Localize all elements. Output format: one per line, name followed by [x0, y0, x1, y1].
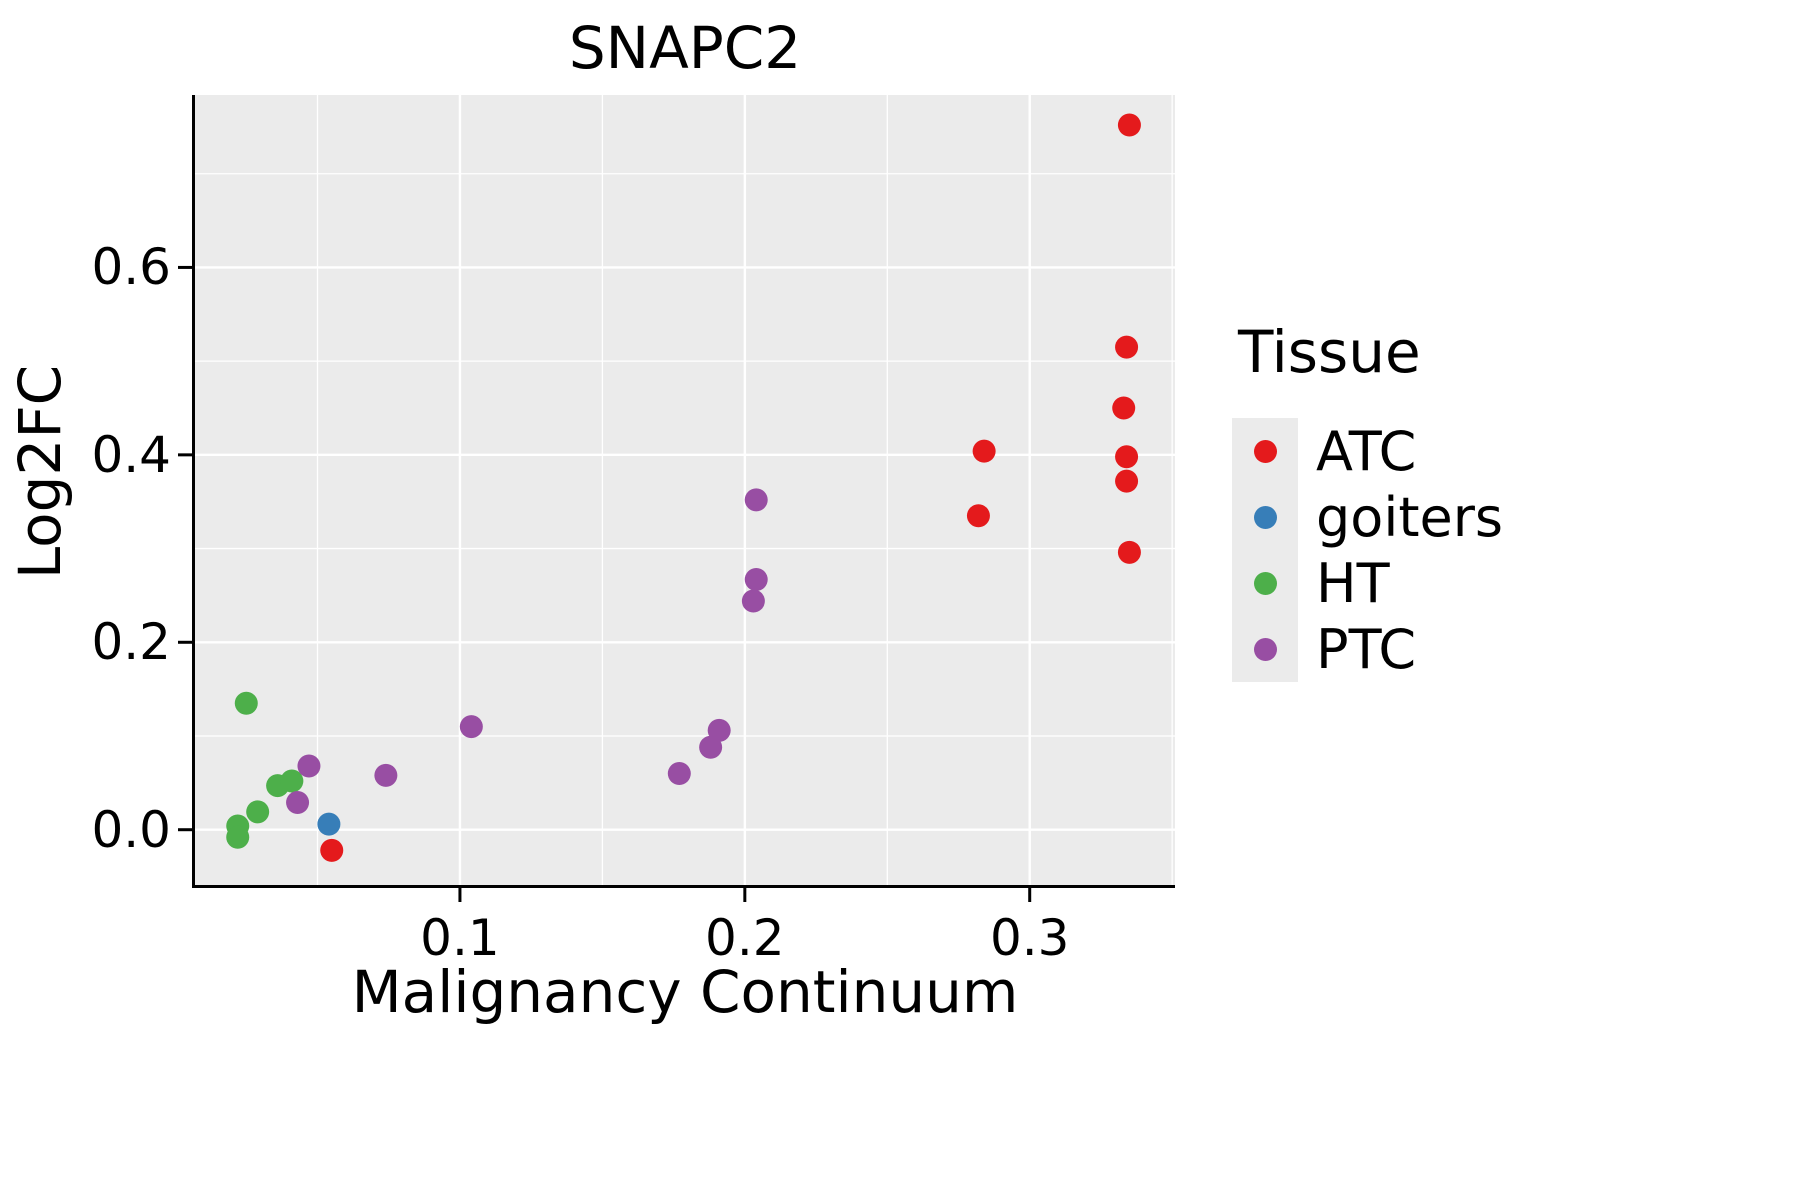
data-point-atc — [1112, 396, 1136, 420]
x-tick-label: 0.1 — [420, 909, 500, 967]
legend-item-goiters: goiters — [1232, 484, 1792, 550]
data-point-atc — [320, 838, 344, 862]
legend-item-ht: HT — [1232, 550, 1792, 616]
data-point-ht — [234, 691, 258, 715]
legend-label-atc: ATC — [1316, 419, 1417, 483]
data-point-ht — [226, 825, 250, 849]
x-tick-label: 0.2 — [705, 909, 785, 967]
data-point-atc — [1117, 540, 1141, 564]
data-point-ptc — [286, 791, 310, 815]
legend-dot-atc-icon — [1253, 439, 1277, 463]
legend-label-ht: HT — [1316, 551, 1390, 615]
data-point-atc — [1117, 113, 1141, 137]
legend-dot-ht-icon — [1253, 571, 1277, 595]
legend-item-atc: ATC — [1232, 418, 1792, 484]
data-point-ptc — [459, 715, 483, 739]
legend-label-goiters: goiters — [1316, 485, 1504, 549]
y-tick-label: 0.0 — [91, 800, 171, 859]
plot-panel — [195, 95, 1175, 885]
y-tick-label: 0.4 — [91, 425, 171, 484]
data-point-goiters — [317, 812, 341, 836]
legend-item-ptc: PTC — [1232, 616, 1792, 682]
legend-key-ptc — [1232, 616, 1298, 682]
data-point-ptc — [374, 763, 398, 787]
legend-dot-goiters-icon — [1253, 505, 1277, 529]
data-point-ptc — [667, 761, 691, 785]
data-point-ptc — [744, 488, 768, 512]
legend: Tissue ATC goiters HT PTC — [1232, 318, 1792, 682]
y-tick-label: 0.2 — [91, 613, 171, 672]
data-point-ptc — [297, 754, 321, 778]
x-tick-label: 0.3 — [989, 909, 1070, 967]
legend-key-atc — [1232, 418, 1298, 484]
data-point-atc — [972, 439, 996, 463]
data-point-atc — [1115, 469, 1139, 493]
chart-title: SNAPC2 — [568, 14, 802, 82]
data-point-ptc — [744, 567, 768, 591]
legend-dot-ptc-icon — [1253, 637, 1277, 661]
legend-label-ptc: PTC — [1316, 617, 1417, 681]
data-point-atc — [1115, 335, 1139, 359]
data-point-ht — [280, 769, 304, 793]
data-point-atc — [1115, 445, 1139, 469]
legend-key-ht — [1232, 550, 1298, 616]
data-point-ptc — [741, 589, 765, 613]
x-axis-label: Malignancy Continuum — [351, 958, 1019, 1026]
y-tick-label: 0.6 — [91, 238, 171, 297]
legend-title: Tissue — [1238, 318, 1421, 386]
data-point-ht — [246, 800, 270, 824]
data-point-ptc — [707, 718, 731, 742]
data-point-atc — [966, 504, 990, 528]
legend-key-goiters — [1232, 484, 1298, 550]
